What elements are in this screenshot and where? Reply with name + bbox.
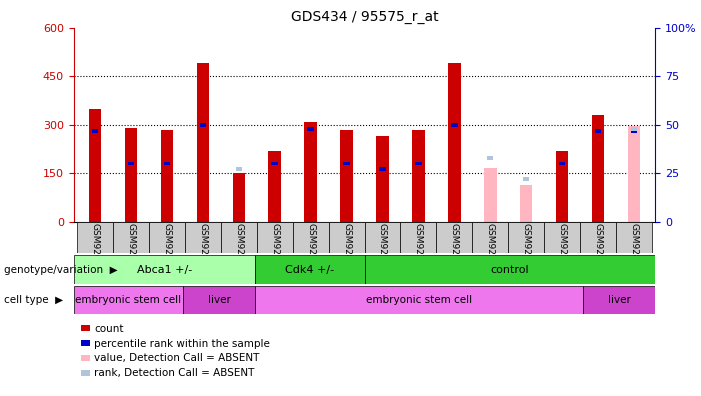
- Bar: [81, 340, 90, 346]
- Text: cell type  ▶: cell type ▶: [4, 295, 62, 305]
- Text: GSM9284: GSM9284: [234, 223, 243, 267]
- Bar: [81, 326, 90, 331]
- Bar: [255, 286, 583, 314]
- Bar: [559, 162, 565, 166]
- Bar: [627, 126, 640, 222]
- Bar: [268, 150, 281, 222]
- Title: GDS434 / 95575_r_at: GDS434 / 95575_r_at: [291, 10, 438, 24]
- Bar: [400, 222, 436, 253]
- Bar: [472, 222, 508, 253]
- Bar: [415, 162, 421, 166]
- Bar: [185, 222, 221, 253]
- Bar: [125, 128, 137, 222]
- Text: GSM9277: GSM9277: [557, 223, 566, 267]
- Bar: [616, 222, 652, 253]
- Bar: [448, 63, 461, 222]
- Bar: [113, 222, 149, 253]
- Bar: [436, 222, 472, 253]
- Bar: [196, 63, 209, 222]
- Text: embryonic stem cell: embryonic stem cell: [75, 295, 182, 305]
- Bar: [376, 136, 389, 222]
- Text: control: control: [491, 265, 529, 275]
- Text: GSM9280: GSM9280: [342, 223, 351, 267]
- Text: GSM9275: GSM9275: [486, 223, 495, 267]
- Text: GSM9272: GSM9272: [378, 223, 387, 267]
- Bar: [508, 222, 544, 253]
- Bar: [255, 255, 365, 284]
- Text: embryonic stem cell: embryonic stem cell: [366, 295, 472, 305]
- Bar: [81, 355, 90, 361]
- Text: liver: liver: [608, 295, 630, 305]
- Bar: [221, 222, 257, 253]
- Text: count: count: [94, 324, 123, 334]
- Text: Abca1 +/-: Abca1 +/-: [137, 265, 192, 275]
- Bar: [149, 222, 185, 253]
- Text: percentile rank within the sample: percentile rank within the sample: [94, 339, 270, 348]
- Text: genotype/variation  ▶: genotype/variation ▶: [4, 265, 117, 275]
- Text: GSM9282: GSM9282: [629, 223, 639, 267]
- Bar: [451, 123, 458, 127]
- Bar: [128, 162, 135, 166]
- Bar: [74, 286, 183, 314]
- Text: GSM9271: GSM9271: [163, 223, 172, 267]
- Text: GSM9279: GSM9279: [306, 223, 315, 267]
- Bar: [271, 162, 278, 166]
- Bar: [484, 168, 496, 222]
- Bar: [81, 370, 90, 376]
- Bar: [592, 115, 604, 222]
- Text: GSM9273: GSM9273: [414, 223, 423, 267]
- Bar: [74, 255, 255, 284]
- Bar: [343, 162, 350, 166]
- Bar: [523, 177, 529, 181]
- Bar: [379, 168, 386, 171]
- Text: GSM9274: GSM9274: [450, 223, 459, 267]
- Bar: [161, 129, 173, 222]
- Bar: [365, 255, 655, 284]
- Bar: [164, 162, 170, 166]
- Text: GSM9276: GSM9276: [522, 223, 531, 267]
- Bar: [544, 222, 580, 253]
- Bar: [631, 127, 637, 131]
- Bar: [293, 222, 329, 253]
- Bar: [233, 173, 245, 222]
- Bar: [92, 129, 98, 133]
- Bar: [89, 109, 102, 222]
- Bar: [329, 222, 365, 253]
- Bar: [340, 129, 353, 222]
- Text: rank, Detection Call = ABSENT: rank, Detection Call = ABSENT: [94, 368, 254, 378]
- Bar: [200, 123, 206, 127]
- Bar: [412, 129, 425, 222]
- Bar: [236, 168, 242, 171]
- Bar: [77, 222, 113, 253]
- Bar: [594, 129, 601, 133]
- Text: liver: liver: [207, 295, 231, 305]
- Bar: [308, 127, 314, 131]
- Text: GSM9281: GSM9281: [594, 223, 602, 267]
- Text: GSM9278: GSM9278: [270, 223, 279, 267]
- Bar: [304, 122, 317, 222]
- Bar: [631, 129, 637, 133]
- Text: GSM9270: GSM9270: [127, 223, 135, 267]
- Bar: [520, 185, 533, 222]
- Bar: [257, 222, 293, 253]
- Text: Cdk4 +/-: Cdk4 +/-: [285, 265, 334, 275]
- Bar: [583, 286, 655, 314]
- Text: GSM9269: GSM9269: [90, 223, 100, 267]
- Text: value, Detection Call = ABSENT: value, Detection Call = ABSENT: [94, 353, 259, 364]
- Bar: [183, 286, 255, 314]
- Bar: [520, 185, 533, 222]
- Bar: [487, 156, 494, 160]
- Bar: [556, 150, 569, 222]
- Bar: [365, 222, 400, 253]
- Text: GSM9283: GSM9283: [198, 223, 207, 267]
- Bar: [580, 222, 616, 253]
